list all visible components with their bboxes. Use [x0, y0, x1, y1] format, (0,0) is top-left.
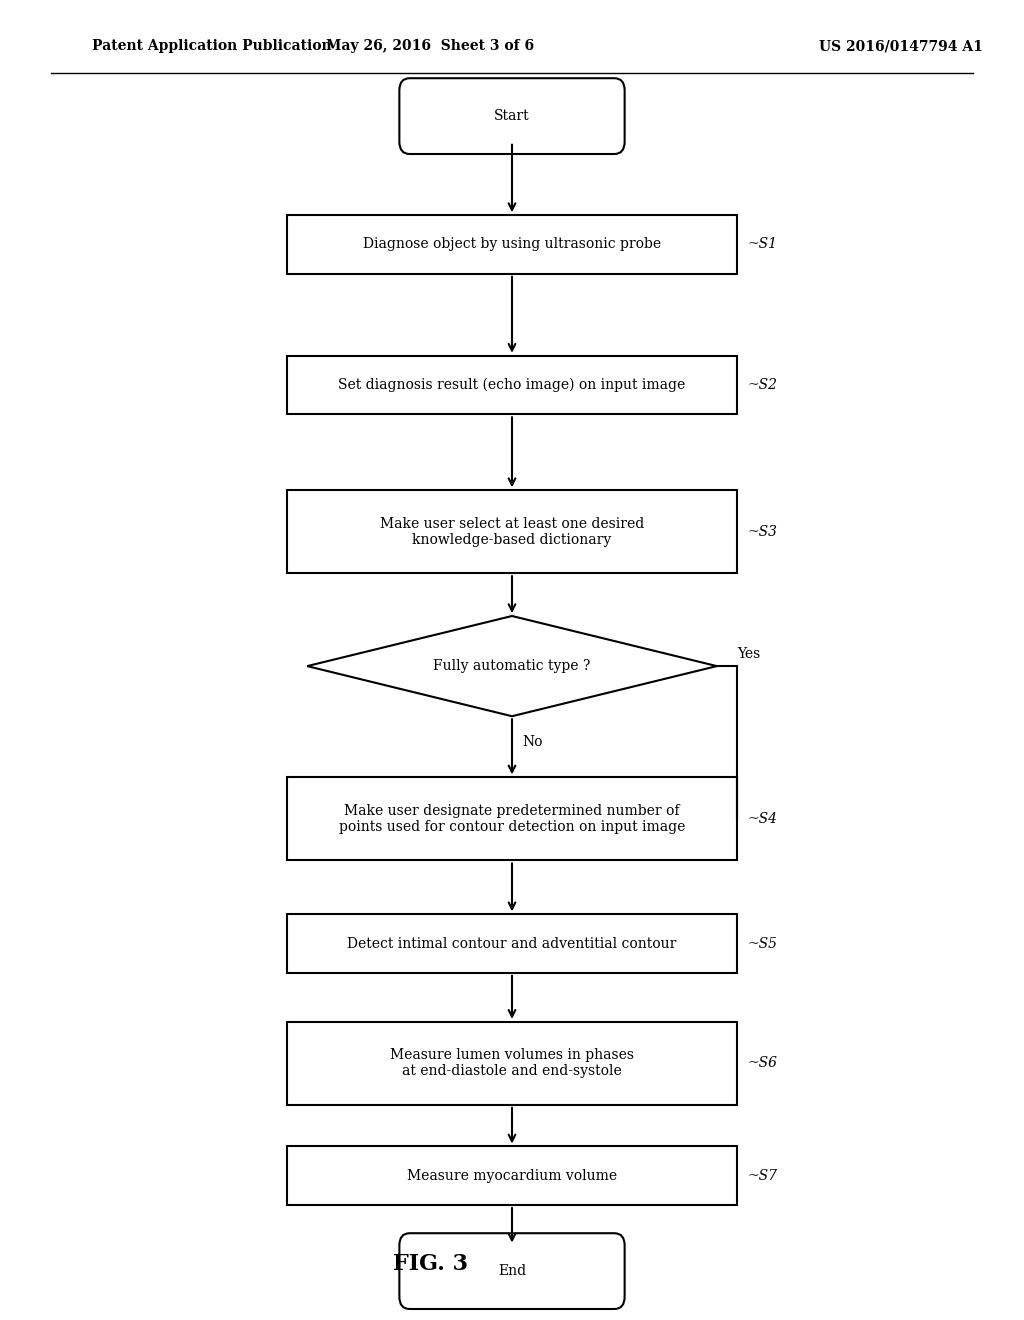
Text: ~S6: ~S6 [748, 1056, 777, 1071]
FancyBboxPatch shape [399, 1233, 625, 1309]
Text: Fully automatic type ?: Fully automatic type ? [433, 659, 591, 673]
Text: Diagnose object by using ultrasonic probe: Diagnose object by using ultrasonic prob… [362, 238, 662, 251]
Bar [287, 1022, 737, 1105]
Bar [287, 915, 737, 973]
Text: Measure myocardium volume: Measure myocardium volume [407, 1168, 617, 1183]
Text: Detect intimal contour and adventitial contour: Detect intimal contour and adventitial c… [347, 937, 677, 950]
Text: ~S5: ~S5 [748, 937, 777, 950]
Text: FIG. 3: FIG. 3 [392, 1253, 468, 1275]
Text: ~S4: ~S4 [748, 812, 777, 826]
Text: Patent Application Publication: Patent Application Publication [92, 40, 332, 53]
Bar [287, 490, 737, 573]
FancyBboxPatch shape [399, 78, 625, 154]
Text: Start: Start [495, 110, 529, 123]
Text: Make user designate predetermined number of
points used for contour detection on: Make user designate predetermined number… [339, 804, 685, 834]
Text: Make user select at least one desired
knowledge-based dictionary: Make user select at least one desired kn… [380, 516, 644, 546]
Text: ~S2: ~S2 [748, 378, 777, 392]
Text: ~S3: ~S3 [748, 524, 777, 539]
Polygon shape [307, 616, 717, 717]
Text: ~S1: ~S1 [748, 238, 777, 251]
Text: US 2016/0147794 A1: US 2016/0147794 A1 [819, 40, 983, 53]
Text: Yes: Yes [737, 647, 761, 661]
Text: Measure lumen volumes in phases
at end-diastole and end-systole: Measure lumen volumes in phases at end-d… [390, 1048, 634, 1078]
Text: End: End [498, 1265, 526, 1278]
Bar [287, 355, 737, 414]
Text: No: No [522, 734, 543, 748]
Bar [287, 215, 737, 273]
Text: ~S7: ~S7 [748, 1168, 777, 1183]
Text: Set diagnosis result (echo image) on input image: Set diagnosis result (echo image) on inp… [338, 378, 686, 392]
Text: May 26, 2016  Sheet 3 of 6: May 26, 2016 Sheet 3 of 6 [326, 40, 535, 53]
Bar [287, 1147, 737, 1205]
Bar [287, 777, 737, 861]
